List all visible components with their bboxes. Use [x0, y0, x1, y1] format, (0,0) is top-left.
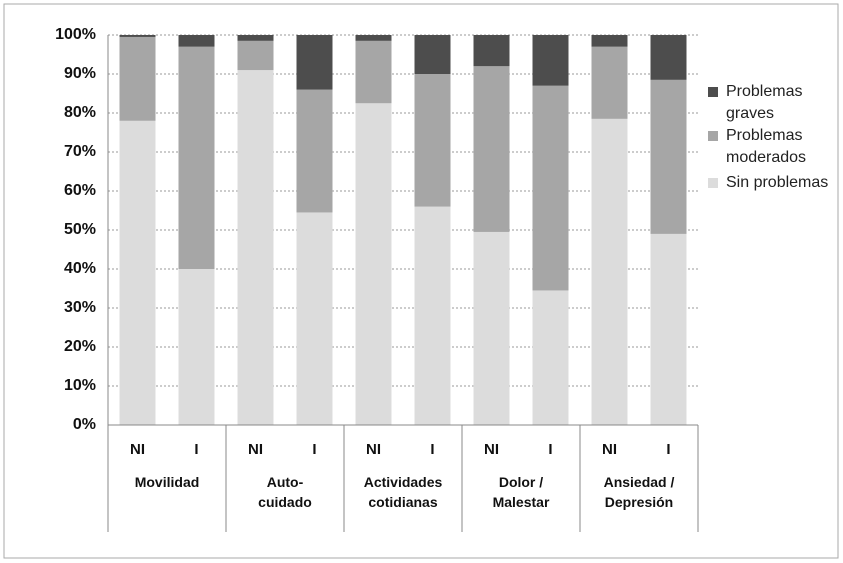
legend-swatch [708, 131, 718, 141]
legend-label: Problemas moderados [726, 127, 807, 166]
bar-segment [532, 35, 569, 86]
legend-swatch [708, 178, 718, 188]
x-tick-label: NI [130, 441, 145, 458]
legend-label: Problemas graves [726, 83, 803, 122]
y-tick-label: 40% [64, 260, 96, 277]
bar-segment [296, 89, 333, 213]
bar-segment [650, 79, 687, 234]
bar-segment [296, 212, 333, 425]
y-tick-label: 30% [64, 299, 96, 316]
y-tick-label: 0% [73, 416, 96, 433]
x-tick-label: I [194, 441, 198, 458]
y-tick-label: 10% [64, 377, 96, 394]
bar-segment [414, 35, 451, 74]
bar-segment [591, 118, 628, 425]
bar-segment [178, 269, 215, 425]
bar-segment [355, 103, 392, 425]
bar-segment [650, 35, 687, 80]
group-label: Movilidad [134, 474, 200, 490]
bar-segment [414, 74, 451, 207]
bar-segment [473, 231, 510, 425]
x-tick-label: I [666, 441, 670, 458]
y-tick-label: 60% [64, 182, 96, 199]
bar-segment [473, 66, 510, 232]
bar-segment [237, 70, 274, 425]
x-tick-label: I [312, 441, 316, 458]
bar-segment [591, 46, 628, 119]
y-tick-label: 20% [64, 338, 96, 355]
legend-swatch [708, 87, 718, 97]
bar-segment [532, 85, 569, 291]
bar-segment [414, 206, 451, 425]
y-tick-label: 80% [64, 104, 96, 121]
bar-segment [355, 35, 392, 41]
bar-segment [178, 46, 215, 270]
legend-label: Sin problemas [726, 174, 829, 191]
x-tick-label: NI [248, 441, 263, 458]
group-label: Dolor / Malestar [492, 474, 550, 510]
group-label: Auto-cuidado [258, 474, 312, 510]
y-tick-label: 70% [64, 143, 96, 160]
bar-segment [119, 120, 156, 426]
x-tick-label: NI [484, 441, 499, 458]
bar-segment [119, 35, 156, 37]
bar-segment [119, 36, 156, 121]
group-label: Actividades cotidianas [363, 474, 443, 510]
bar-segment [355, 40, 392, 104]
bar-segment [532, 290, 569, 425]
x-tick-label: I [548, 441, 552, 458]
group-label: Ansiedad / Depresión [603, 474, 675, 510]
bar-segment [237, 35, 274, 41]
bar-segment [591, 35, 628, 47]
bar-segment [296, 35, 333, 90]
x-tick-label: I [430, 441, 434, 458]
y-tick-label: 50% [64, 221, 96, 238]
bar-segment [650, 233, 687, 425]
y-tick-label: 90% [64, 65, 96, 82]
x-tick-label: NI [366, 441, 381, 458]
bar-segment [473, 35, 510, 67]
y-tick-label: 100% [55, 26, 96, 43]
bar-segment [178, 35, 215, 47]
bar-segment [237, 40, 274, 71]
x-tick-label: NI [602, 441, 617, 458]
